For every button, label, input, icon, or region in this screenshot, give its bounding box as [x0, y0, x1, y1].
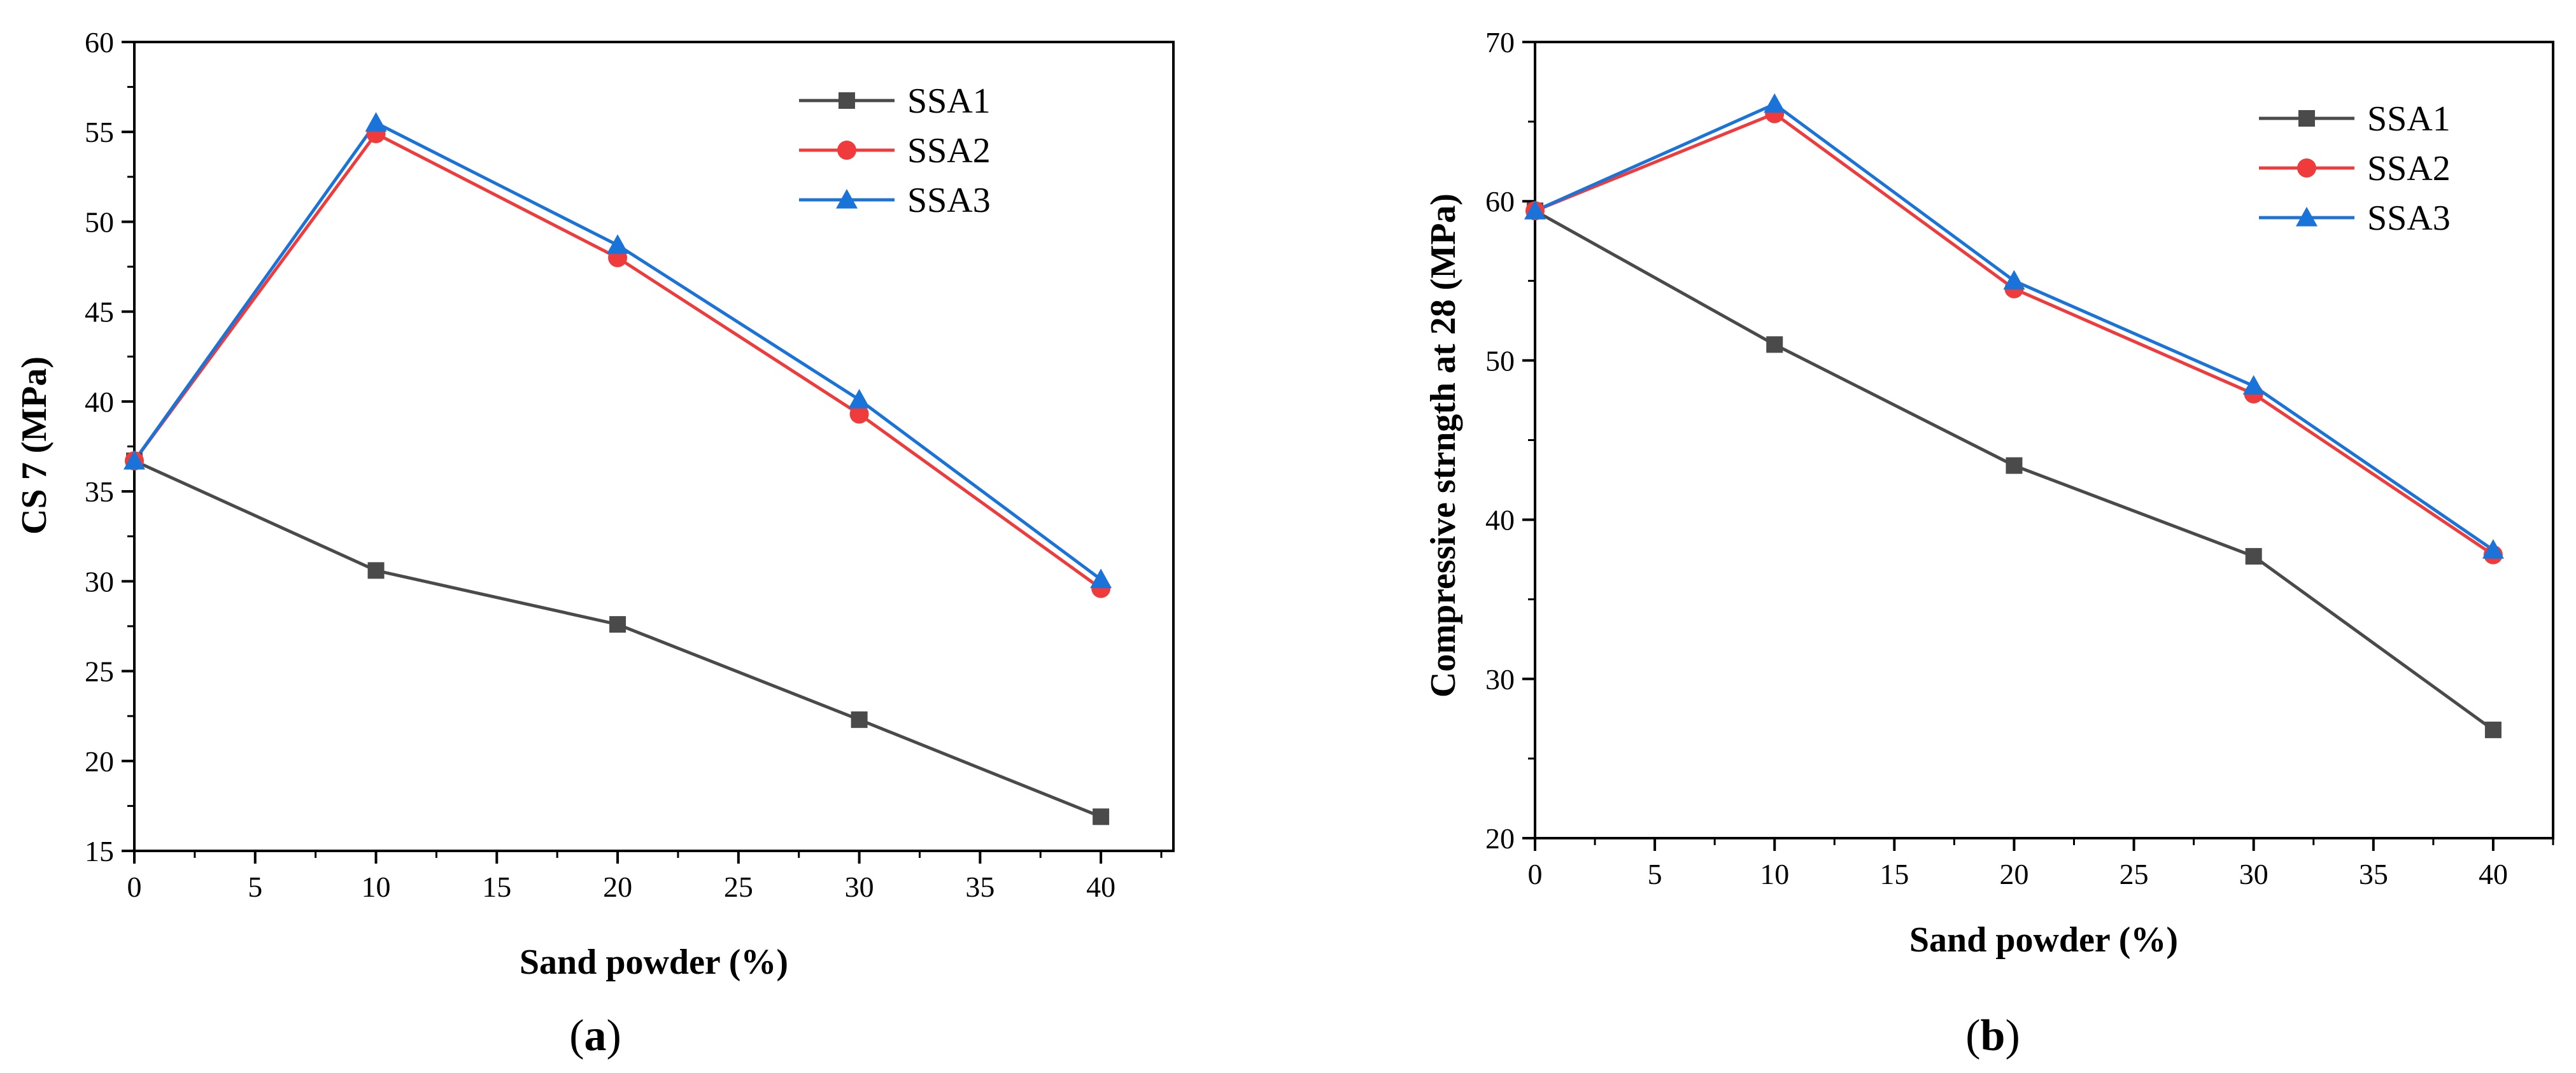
x-axis-title: Sand powder (%) [520, 943, 788, 982]
ssa3-point [1524, 200, 1546, 220]
x-axis-title: Sand powder (%) [1909, 920, 2178, 960]
legend: SSA1 SSA2 SSA3 [799, 81, 991, 220]
y-tick-label: 30 [85, 565, 114, 598]
x-tick-label: 10 [1760, 858, 1789, 890]
series-lines [132, 120, 1102, 818]
x-tick-label: 40 [1086, 871, 1115, 903]
ssa1-line [133, 459, 1102, 818]
x-tick-label: 40 [2479, 858, 2508, 890]
panel-caption: (b) [1965, 1011, 2020, 1060]
ssa3-point [365, 112, 387, 132]
x-tick-label: 0 [127, 871, 142, 903]
legend-ssa3-label: SSA3 [907, 181, 991, 220]
x-tick-label: 20 [1999, 858, 2028, 890]
ssa1-point [367, 562, 385, 579]
y-tick-label: 45 [85, 296, 114, 328]
ssa3-point [124, 450, 145, 470]
legend: SSA1 SSA2 SSA3 [2259, 99, 2451, 238]
y-tick-label: 60 [1485, 185, 1515, 218]
legend-ssa3-label: SSA3 [2367, 199, 2451, 238]
x-tick-label: 5 [1648, 858, 1662, 890]
legend-ssa2-marker [2297, 158, 2316, 178]
legend-ssa2-label: SSA2 [2367, 149, 2451, 188]
caption-letter: b [1981, 1011, 2006, 1060]
x-tick-label: 35 [965, 871, 994, 903]
legend-ssa3-marker [2296, 207, 2318, 227]
x-tick-label: 5 [248, 871, 262, 903]
legend-ssa1-label: SSA1 [907, 81, 991, 121]
ssa3-point [2482, 539, 2504, 559]
ssa3-point [2003, 270, 2025, 290]
x-tick-label: 35 [2359, 858, 2388, 890]
legend-ssa1-marker [839, 92, 855, 109]
y-axis-title: Compressive strngth at 28 (MPa) [1424, 193, 1463, 698]
legend-ssa2-label: SSA2 [907, 131, 991, 171]
y-tick-label: 70 [1485, 26, 1515, 59]
y-axis-title: CS 7 (MPa) [15, 356, 54, 535]
x-ticks: 0 5 10 15 20 25 30 35 40 [127, 851, 1163, 903]
ssa1-point [2484, 721, 2502, 738]
ssa2-line [1534, 111, 2495, 556]
y-ticks: 20 30 40 50 60 70 [1485, 26, 1535, 855]
ssa1-point [1093, 808, 1110, 825]
ssa2-point [849, 404, 869, 424]
ssa3-point [1090, 568, 1112, 589]
y-tick-label: 50 [1485, 344, 1515, 377]
ssa3-point [848, 389, 870, 409]
series-markers [124, 112, 1112, 825]
ssa3-point [2242, 375, 2265, 395]
x-tick-label: 30 [2239, 858, 2268, 890]
ssa3-point [1764, 93, 1786, 113]
legend-ssa1-label: SSA1 [2367, 99, 2451, 139]
ssa1-point [1766, 336, 1783, 353]
ssa3-line [1534, 102, 2495, 552]
legend-ssa2-marker [837, 141, 856, 160]
y-tick-label: 40 [85, 386, 114, 418]
x-tick-label: 25 [2120, 858, 2149, 890]
x-tick-label: 30 [845, 871, 874, 903]
y-tick-label: 35 [85, 475, 114, 508]
y-tick-label: 15 [85, 835, 114, 867]
series-markers [1524, 93, 2504, 738]
ssa1-point [609, 616, 626, 633]
ssa1-point [2006, 457, 2023, 474]
series-lines [1534, 102, 2495, 731]
y-tick-label: 25 [85, 656, 114, 688]
x-tick-label: 15 [1879, 858, 1909, 890]
plot-area-frame [133, 41, 1175, 852]
x-tick-label: 25 [724, 871, 753, 903]
y-tick-label: 30 [1485, 663, 1515, 696]
x-ticks: 0 5 10 15 20 25 30 35 40 [1528, 838, 2554, 890]
y-tick-label: 50 [85, 206, 114, 238]
x-tick-label: 10 [362, 871, 391, 903]
ssa1-point [2245, 548, 2262, 565]
y-tick-label: 40 [1485, 504, 1515, 536]
y-tick-label: 20 [1485, 822, 1515, 855]
y-tick-label: 55 [85, 116, 114, 148]
y-tick-label: 60 [85, 26, 114, 59]
x-tick-label: 15 [482, 871, 511, 903]
x-tick-label: 0 [1528, 858, 1543, 890]
x-tick-label: 20 [603, 871, 632, 903]
panel-caption: (a) [569, 1011, 621, 1060]
y-tick-label: 20 [85, 745, 114, 778]
y-ticks: 15 20 25 30 35 40 45 50 55 60 [85, 26, 134, 867]
caption-letter: a [584, 1011, 607, 1060]
ssa1-point [851, 711, 868, 728]
legend-ssa1-marker [2298, 110, 2315, 127]
legend-ssa3-marker [836, 189, 858, 209]
ssa3-point [607, 234, 629, 254]
panel-a-chart: 0 5 10 15 20 25 30 35 40 15 20 25 30 35 40 45 50 55 60 SS… [15, 26, 1175, 1060]
